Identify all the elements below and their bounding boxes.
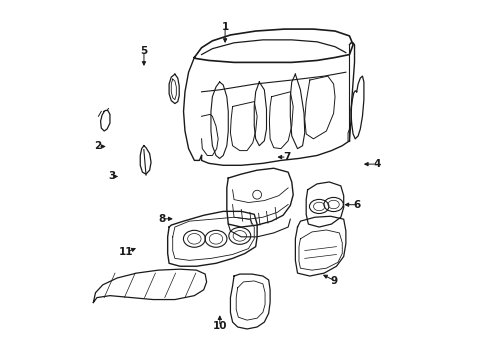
Text: 9: 9: [330, 275, 337, 285]
Text: 8: 8: [158, 214, 165, 224]
Text: 1: 1: [221, 22, 228, 32]
Text: 5: 5: [140, 46, 147, 56]
Text: 7: 7: [283, 152, 290, 162]
Text: 4: 4: [372, 159, 380, 169]
Text: 10: 10: [212, 321, 226, 332]
Text: 6: 6: [353, 200, 360, 210]
Text: 2: 2: [94, 141, 102, 152]
Text: 11: 11: [119, 247, 133, 257]
Text: 3: 3: [108, 171, 116, 181]
